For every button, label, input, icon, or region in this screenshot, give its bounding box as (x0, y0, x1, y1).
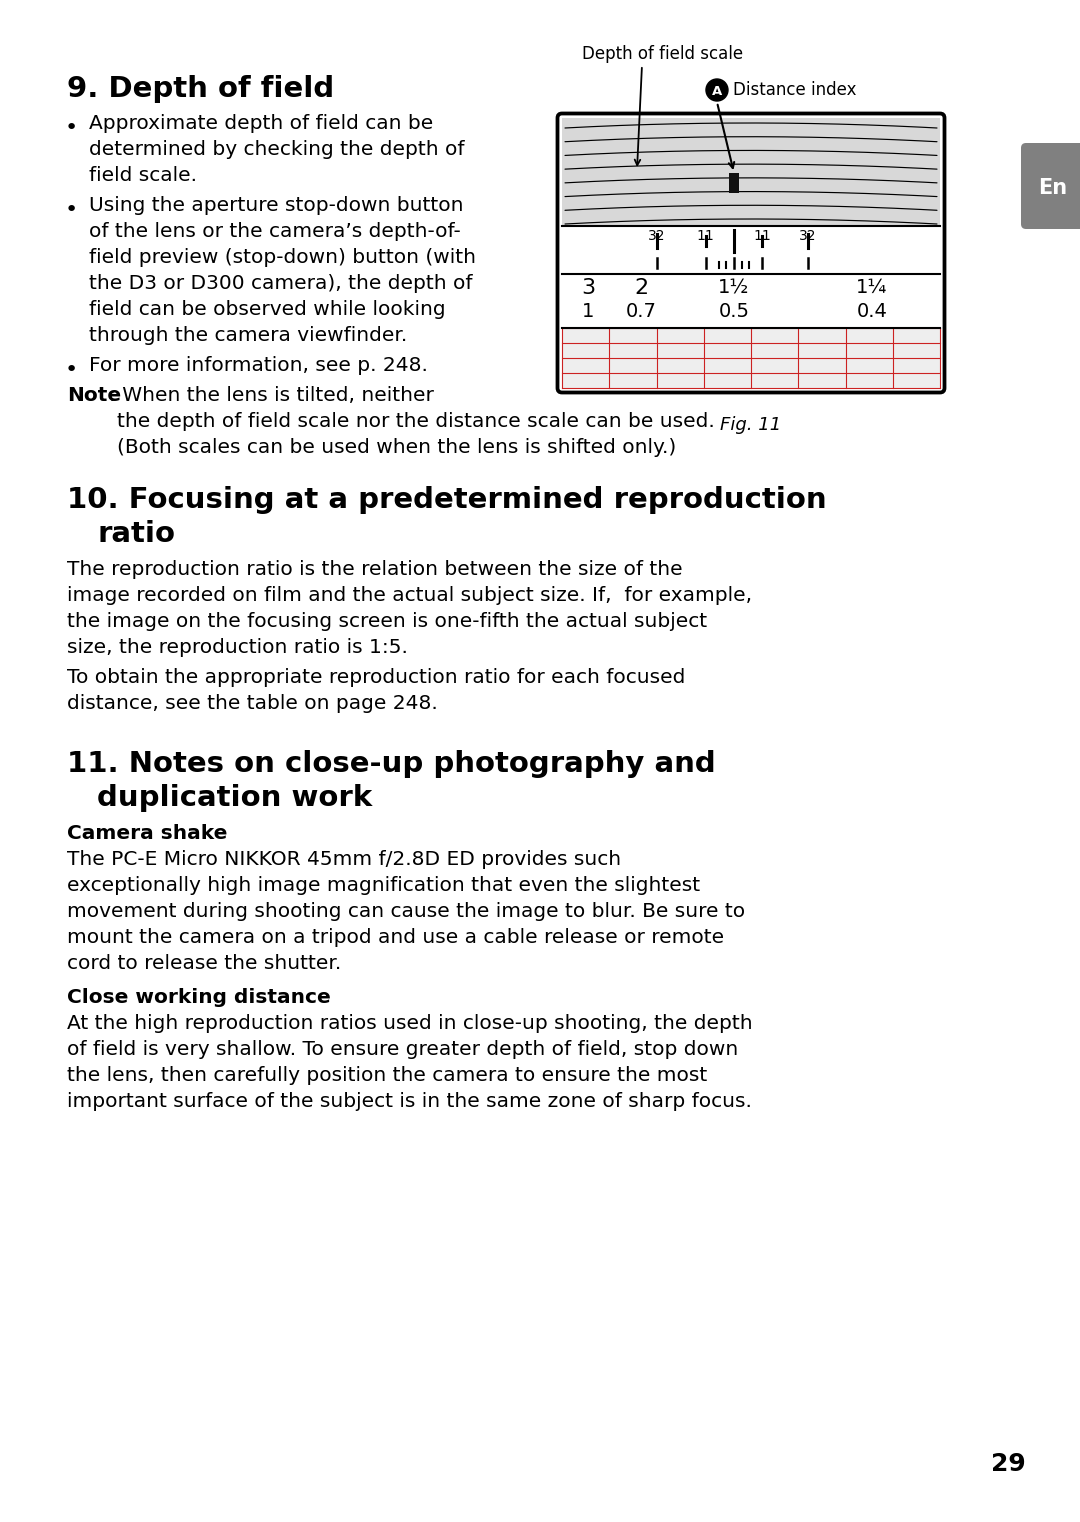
Text: the image on the focusing screen is one-fifth the actual subject: the image on the focusing screen is one-… (67, 612, 707, 632)
Text: At the high reproduction ratios used in close-up shooting, the depth: At the high reproduction ratios used in … (67, 1014, 753, 1033)
Text: 11: 11 (754, 228, 771, 244)
Text: •: • (65, 361, 78, 380)
Text: field preview (stop-down) button (with: field preview (stop-down) button (with (89, 248, 476, 266)
Text: Fig. 11: Fig. 11 (720, 416, 782, 434)
Text: For more information, see p. 248.: For more information, see p. 248. (89, 356, 428, 374)
Text: Approximate depth of field can be: Approximate depth of field can be (89, 114, 433, 132)
Text: Camera shake: Camera shake (67, 823, 228, 843)
Text: 0.5: 0.5 (718, 301, 750, 321)
Text: 32: 32 (648, 228, 665, 244)
Text: (Both scales can be used when the lens is shifted only.): (Both scales can be used when the lens i… (117, 438, 676, 457)
Text: of field is very shallow. To ensure greater depth of field, stop down: of field is very shallow. To ensure grea… (67, 1040, 739, 1059)
Bar (729, 174, 739, 193)
Text: Close working distance: Close working distance (67, 988, 330, 1008)
Text: movement during shooting can cause the image to blur. Be sure to: movement during shooting can cause the i… (67, 903, 745, 921)
Text: the D3 or D300 camera), the depth of: the D3 or D300 camera), the depth of (89, 274, 473, 294)
Text: •: • (65, 119, 78, 139)
Text: 11. Notes on close-up photography and: 11. Notes on close-up photography and (67, 750, 716, 778)
Text: exceptionally high image magnification that even the slightest: exceptionally high image magnification t… (67, 877, 700, 895)
Text: Depth of field scale: Depth of field scale (582, 46, 743, 62)
Text: Distance index: Distance index (733, 81, 856, 99)
Text: 32: 32 (799, 228, 816, 244)
Text: 3: 3 (581, 279, 595, 298)
Text: cord to release the shutter.: cord to release the shutter. (67, 954, 341, 973)
Circle shape (706, 79, 728, 100)
Text: ratio: ratio (97, 521, 175, 548)
Text: 9. Depth of field: 9. Depth of field (67, 75, 334, 103)
Text: The PC-E Micro NIKKOR 45mm f/2.8D ED provides such: The PC-E Micro NIKKOR 45mm f/2.8D ED pro… (67, 849, 621, 869)
Text: To obtain the appropriate reproduction ratio for each focused: To obtain the appropriate reproduction r… (67, 668, 686, 686)
Bar (562, 329, 940, 388)
Text: En: En (1039, 178, 1067, 198)
Text: A: A (712, 85, 723, 97)
Text: 2: 2 (634, 279, 648, 298)
Text: 0.4: 0.4 (856, 301, 888, 321)
FancyBboxPatch shape (557, 113, 945, 393)
Text: of the lens or the camera’s depth-of-: of the lens or the camera’s depth-of- (89, 222, 461, 240)
Text: field scale.: field scale. (89, 166, 197, 186)
Text: important surface of the subject is in the same zone of sharp focus.: important surface of the subject is in t… (67, 1091, 752, 1111)
Text: : When the lens is tilted, neither: : When the lens is tilted, neither (109, 387, 434, 405)
Text: determined by checking the depth of: determined by checking the depth of (89, 140, 464, 158)
Text: duplication work: duplication work (97, 784, 373, 813)
Text: 1: 1 (582, 301, 595, 321)
Text: Note: Note (67, 387, 121, 405)
Text: 11: 11 (697, 228, 715, 244)
Text: 1½: 1½ (718, 279, 750, 297)
Text: through the camera viewfinder.: through the camera viewfinder. (89, 326, 407, 345)
Text: mount the camera on a tripod and use a cable release or remote: mount the camera on a tripod and use a c… (67, 928, 724, 947)
Text: 10. Focusing at a predetermined reproduction: 10. Focusing at a predetermined reproduc… (67, 486, 826, 514)
Text: Using the aperture stop-down button: Using the aperture stop-down button (89, 196, 463, 215)
Text: the depth of field scale nor the distance scale can be used.: the depth of field scale nor the distanc… (117, 412, 715, 431)
Text: 0.7: 0.7 (626, 301, 657, 321)
Text: 29: 29 (991, 1452, 1026, 1476)
FancyBboxPatch shape (1021, 143, 1080, 228)
Text: image recorded on film and the actual subject size. If,  for example,: image recorded on film and the actual su… (67, 586, 752, 606)
Text: size, the reproduction ratio is 1:5.: size, the reproduction ratio is 1:5. (67, 638, 408, 658)
Text: 1¼: 1¼ (856, 279, 888, 297)
Text: field can be observed while looking: field can be observed while looking (89, 300, 446, 320)
Text: the lens, then carefully position the camera to ensure the most: the lens, then carefully position the ca… (67, 1065, 707, 1085)
Text: The reproduction ratio is the relation between the size of the: The reproduction ratio is the relation b… (67, 560, 683, 578)
Text: •: • (65, 199, 78, 221)
Bar (562, 119, 940, 225)
Text: distance, see the table on page 248.: distance, see the table on page 248. (67, 694, 437, 712)
